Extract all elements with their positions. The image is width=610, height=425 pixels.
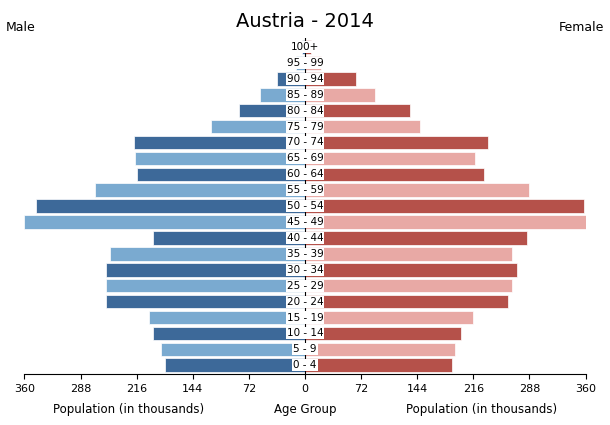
Bar <box>212 120 305 133</box>
Text: 55 - 59: 55 - 59 <box>287 185 323 195</box>
Bar <box>106 263 305 277</box>
Bar <box>137 167 305 181</box>
Bar <box>110 247 305 261</box>
Bar <box>305 40 311 54</box>
Text: 40 - 44: 40 - 44 <box>287 233 323 243</box>
Bar <box>305 327 461 340</box>
Text: Population (in thousands): Population (in thousands) <box>52 403 204 416</box>
Bar <box>305 343 454 356</box>
Bar <box>305 231 527 245</box>
Bar <box>302 40 305 54</box>
Bar <box>165 358 305 372</box>
Text: Population (in thousands): Population (in thousands) <box>406 403 558 416</box>
Bar <box>305 215 589 229</box>
Text: 60 - 64: 60 - 64 <box>287 169 323 179</box>
Text: 95 - 99: 95 - 99 <box>287 58 323 68</box>
Bar <box>305 120 420 133</box>
Text: Age Group: Age Group <box>274 403 336 416</box>
Bar <box>296 56 305 70</box>
Bar <box>161 343 305 356</box>
Text: 30 - 34: 30 - 34 <box>287 265 323 275</box>
Text: 0 - 4: 0 - 4 <box>293 360 317 370</box>
Bar <box>305 358 451 372</box>
Text: 70 - 74: 70 - 74 <box>287 137 323 147</box>
Bar <box>305 56 321 70</box>
Bar <box>305 152 475 165</box>
Text: 85 - 89: 85 - 89 <box>287 90 323 100</box>
Text: 25 - 29: 25 - 29 <box>287 280 323 291</box>
Bar <box>106 295 305 309</box>
Bar <box>305 104 410 117</box>
Bar <box>149 311 305 324</box>
Bar <box>24 215 305 229</box>
Bar <box>106 279 305 292</box>
Text: 65 - 69: 65 - 69 <box>287 153 323 163</box>
Bar <box>305 88 375 102</box>
Bar <box>305 199 584 213</box>
Text: 10 - 14: 10 - 14 <box>287 329 323 338</box>
Bar <box>95 184 305 197</box>
Text: 80 - 84: 80 - 84 <box>287 106 323 116</box>
Bar <box>305 72 356 85</box>
Bar <box>153 327 305 340</box>
Bar <box>305 279 512 292</box>
Bar <box>305 263 517 277</box>
Bar <box>239 104 305 117</box>
Text: 5 - 9: 5 - 9 <box>293 344 317 354</box>
Text: 20 - 24: 20 - 24 <box>287 297 323 306</box>
Text: Female: Female <box>559 21 604 34</box>
Bar <box>305 184 529 197</box>
Bar <box>305 311 473 324</box>
Text: 90 - 94: 90 - 94 <box>287 74 323 84</box>
Title: Austria - 2014: Austria - 2014 <box>236 12 374 31</box>
Text: 50 - 54: 50 - 54 <box>287 201 323 211</box>
Bar <box>277 72 305 85</box>
Bar <box>260 88 305 102</box>
Text: 35 - 39: 35 - 39 <box>287 249 323 259</box>
Text: 15 - 19: 15 - 19 <box>287 312 323 323</box>
Bar <box>305 295 508 309</box>
Text: 75 - 79: 75 - 79 <box>287 122 323 132</box>
Bar <box>134 136 305 149</box>
Bar <box>305 247 512 261</box>
Text: Male: Male <box>6 21 36 34</box>
Bar <box>305 167 484 181</box>
Text: 45 - 49: 45 - 49 <box>287 217 323 227</box>
Bar <box>36 199 305 213</box>
Text: 100+: 100+ <box>291 42 319 52</box>
Bar <box>305 136 488 149</box>
Bar <box>153 231 305 245</box>
Bar <box>135 152 305 165</box>
